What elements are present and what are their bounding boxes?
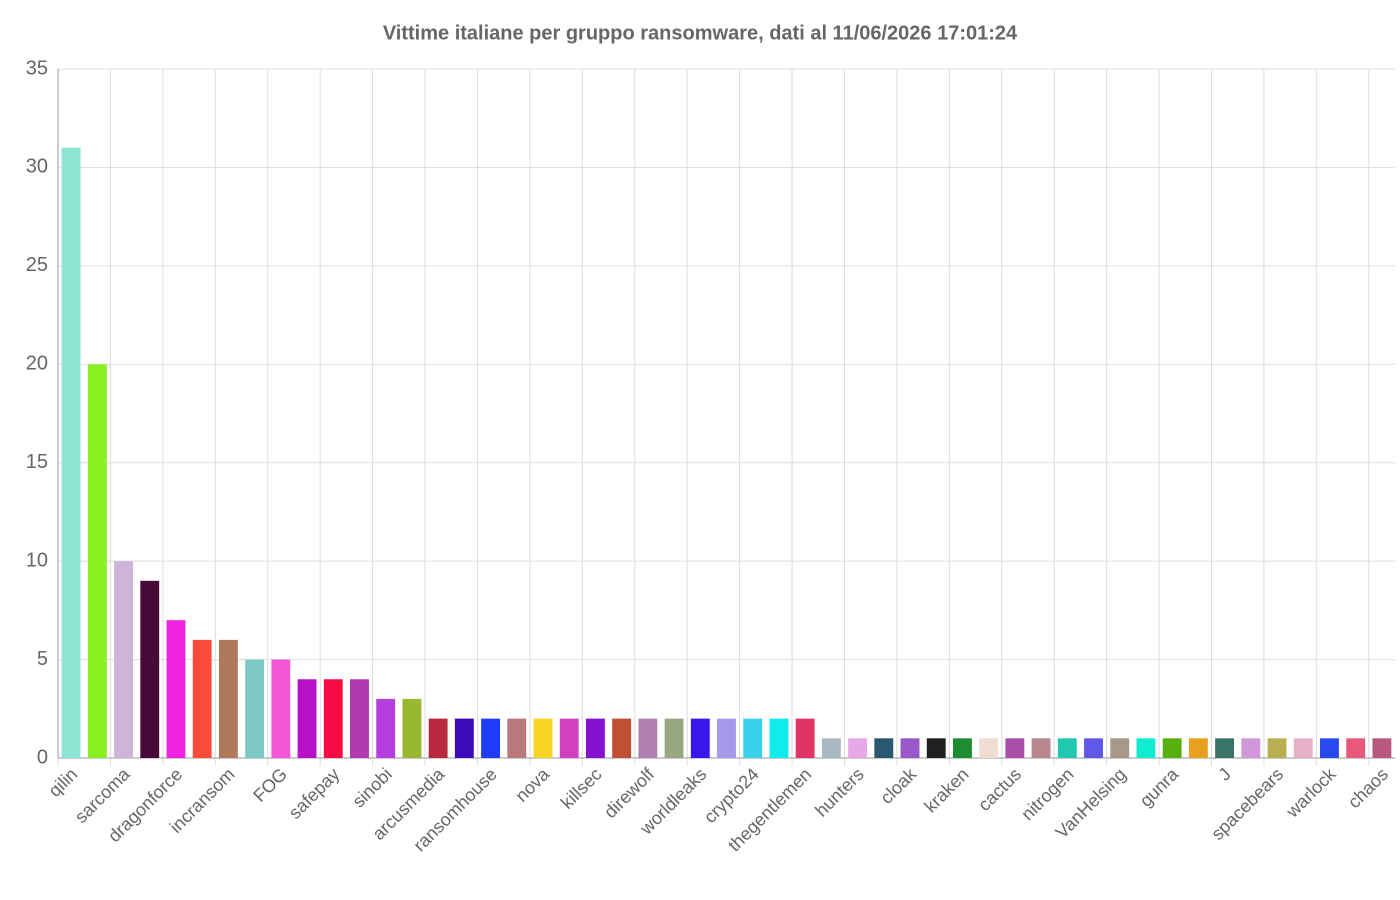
- bar: [926, 738, 946, 758]
- bar: [1110, 738, 1130, 758]
- bar: [245, 659, 265, 758]
- bar: [507, 718, 527, 758]
- x-tick-label: safepay: [285, 764, 344, 823]
- bar: [1372, 738, 1392, 758]
- x-tick-label: FOG: [249, 764, 291, 806]
- bar: [1241, 738, 1261, 758]
- bar: [454, 718, 474, 758]
- y-tick-label: 35: [26, 57, 48, 79]
- y-tick-label: 5: [37, 648, 48, 670]
- bar: [218, 639, 238, 758]
- x-tick-label: cloak: [876, 763, 921, 808]
- bar: [1215, 738, 1235, 758]
- bar: [481, 718, 500, 758]
- y-tick-label: 20: [26, 353, 48, 375]
- bar: [1084, 738, 1103, 758]
- x-tick-label: qilin: [45, 764, 82, 801]
- bar: [87, 364, 107, 758]
- x-tick-label: sinobi: [348, 764, 395, 811]
- bar: [874, 738, 894, 758]
- bar: [769, 718, 789, 758]
- bar: [297, 679, 317, 758]
- bar: [1136, 738, 1156, 758]
- bar: [795, 718, 815, 758]
- bar: [1005, 738, 1025, 758]
- bar: [140, 580, 160, 758]
- bar: [848, 738, 868, 758]
- bar: [192, 639, 212, 758]
- y-tick-label: 10: [26, 549, 48, 571]
- bar: [690, 718, 710, 758]
- x-tick-label: chaos: [1344, 764, 1392, 812]
- bar: [638, 718, 658, 758]
- bar: [350, 679, 369, 758]
- bar: [717, 718, 736, 758]
- x-tick-label: warlock: [1282, 763, 1341, 822]
- bar: [559, 718, 579, 758]
- x-tick-label: J: [1214, 764, 1235, 785]
- bar: [1267, 738, 1287, 758]
- y-tick-label: 25: [26, 254, 48, 276]
- bar: [1320, 738, 1339, 758]
- y-tick-label: 30: [26, 156, 48, 178]
- bar: [376, 698, 396, 758]
- bar: [428, 718, 448, 758]
- x-tick-label: killsec: [557, 764, 606, 813]
- bar: [664, 718, 684, 758]
- bar: [1346, 738, 1366, 758]
- bar: [743, 718, 763, 758]
- bar: [900, 738, 920, 758]
- bar: [1057, 738, 1077, 758]
- bar: [323, 679, 343, 758]
- x-tick-label: hunters: [811, 764, 868, 821]
- x-tick-label: cactus: [974, 764, 1025, 815]
- chart-title: Vittime italiane per gruppo ransomware, …: [383, 22, 1018, 44]
- bar: [271, 659, 291, 758]
- bar: [1162, 738, 1182, 758]
- bar: [1293, 738, 1313, 758]
- bar: [1031, 738, 1051, 758]
- bar: [1188, 738, 1208, 758]
- x-tick-label: nova: [511, 763, 553, 805]
- bar: [533, 718, 553, 758]
- x-tick-label: kraken: [920, 764, 972, 816]
- bar: [612, 718, 632, 758]
- bar: [61, 147, 81, 758]
- x-tick-label: gunra: [1136, 763, 1183, 810]
- bar: [953, 738, 972, 758]
- y-tick-label: 15: [26, 451, 48, 473]
- bar: [402, 698, 422, 758]
- bar: [166, 620, 186, 758]
- bar: [114, 561, 133, 758]
- bar: [585, 718, 605, 758]
- y-tick-label: 0: [37, 746, 48, 768]
- bar: [979, 738, 999, 758]
- bar: [821, 738, 841, 758]
